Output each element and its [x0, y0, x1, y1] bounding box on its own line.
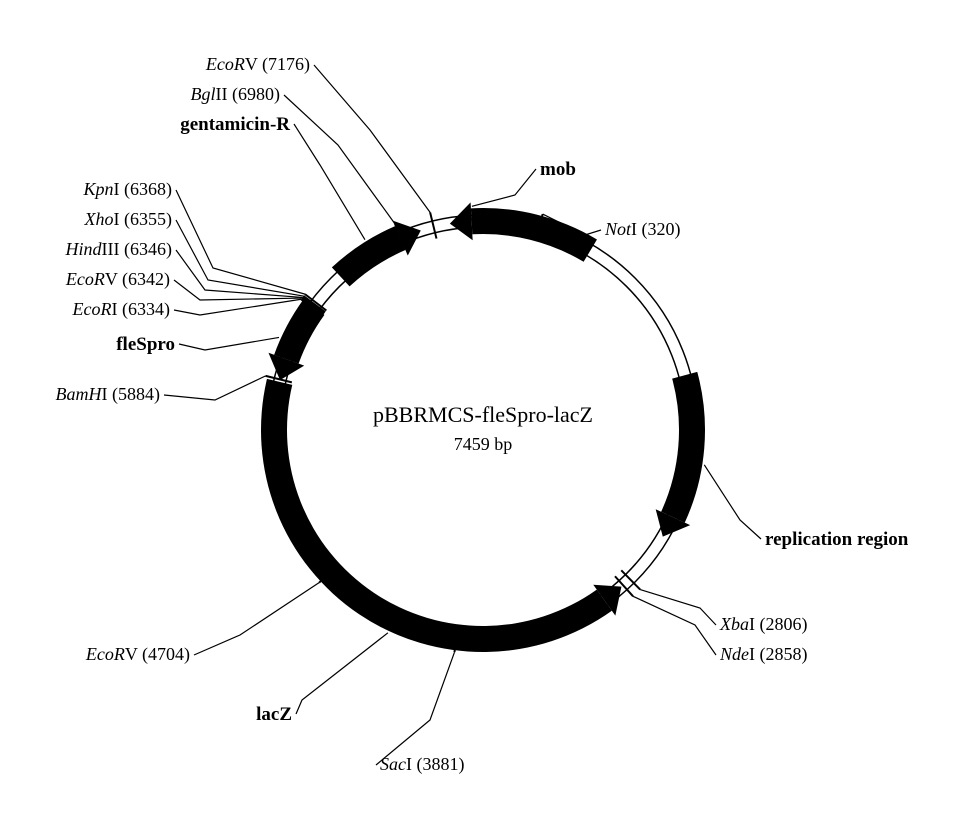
leader-line — [633, 596, 716, 655]
feature-label: gentamicin-R — [180, 114, 290, 135]
feature-arc — [471, 208, 597, 262]
plasmid-name: pBBRMCS-fleSpro-lacZ — [373, 402, 593, 427]
plasmid-size: 7459 bp — [454, 434, 513, 454]
plasmid-map: NotI (320) XbaI (2806) NdeI (2858) SacI (38… — [0, 0, 966, 823]
leader-line — [174, 280, 302, 300]
leader-line — [176, 190, 305, 294]
feature-arc — [661, 372, 705, 523]
restriction-label: SacI (3881) — [380, 754, 465, 775]
leader-line — [640, 590, 716, 625]
leader-line — [296, 633, 388, 714]
feature-label: lacZ — [256, 704, 292, 725]
leader-line — [284, 95, 395, 224]
restriction-label: EcoRI (6334) — [72, 299, 170, 320]
leader-line — [472, 169, 536, 206]
feature-label: mob — [540, 159, 576, 180]
feature-label: replication region — [765, 529, 909, 550]
restriction-label: EcoRV (7176) — [205, 54, 310, 75]
restriction-tick — [430, 212, 436, 238]
restriction-label: KpnI (6368) — [82, 179, 172, 200]
restriction-label: HindIII (6346) — [65, 239, 172, 260]
restriction-label: EcoRV (6342) — [65, 269, 170, 290]
leader-line — [164, 376, 266, 400]
leader-line — [179, 337, 279, 350]
leader-line — [704, 465, 761, 539]
restriction-label: BglII (6980) — [191, 84, 281, 105]
leader-line — [176, 250, 302, 297]
restriction-label: NotI (320) — [604, 219, 681, 240]
restriction-label: EcoRV (4704) — [85, 644, 190, 665]
feature-arrowhead — [450, 202, 473, 240]
restriction-label: NdeI (2858) — [719, 644, 808, 665]
restriction-label: XbaI (2806) — [719, 614, 808, 635]
feature-label: fleSpro — [116, 334, 175, 355]
leader-line — [174, 299, 301, 315]
restriction-label: XhoI (6355) — [84, 209, 173, 230]
feature-arc — [332, 226, 406, 286]
restriction-label: BamHI (5884) — [56, 384, 161, 405]
leader-line — [194, 583, 319, 655]
leader-line — [376, 652, 454, 765]
leader-line — [294, 124, 365, 240]
